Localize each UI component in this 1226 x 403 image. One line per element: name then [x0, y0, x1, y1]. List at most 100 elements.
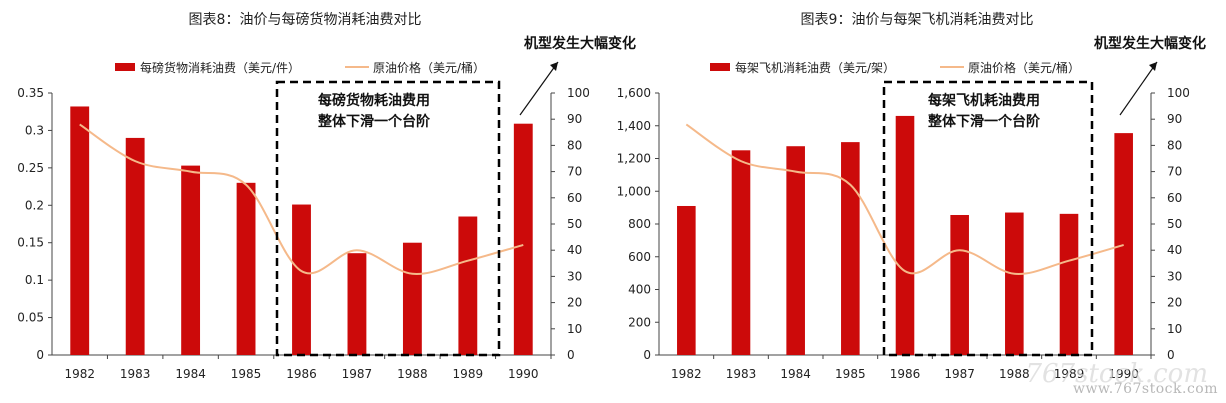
- y-tick-label-right: 100: [567, 86, 590, 100]
- annotation-arrow: [519, 61, 559, 116]
- annotation-box-text: 每架飞机耗油费用: [928, 92, 1040, 109]
- y-tick-label-right: 40: [567, 243, 582, 257]
- x-tick-label: 1986: [890, 367, 921, 381]
- y-tick-label-right: 90: [1167, 112, 1182, 126]
- y-tick-label-left: 400: [628, 283, 651, 297]
- y-tick-label-right: 30: [567, 269, 582, 283]
- annotation-box: [882, 80, 1094, 357]
- y-tick-label-left: 1,000: [617, 184, 651, 198]
- legend-bar-swatch: [115, 63, 135, 71]
- x-tick-label: 1987: [342, 367, 373, 381]
- x-tick-label: 1990: [508, 367, 539, 381]
- y-tick-label-left: 0.2: [25, 198, 44, 212]
- annotation-arrow-head: [1149, 62, 1157, 71]
- x-tick-label: 1984: [780, 367, 811, 381]
- x-tick-label: 1982: [64, 367, 95, 381]
- legend-bar-swatch: [710, 63, 730, 71]
- y-tick-label-left: 1,600: [617, 86, 651, 100]
- y-tick-label-right: 60: [567, 191, 582, 205]
- bar: [181, 165, 201, 355]
- y-tick-label-right: 50: [567, 217, 582, 231]
- bar: [841, 142, 860, 355]
- bar: [950, 214, 969, 355]
- x-tick-label: 1985: [231, 367, 262, 381]
- series-line-oil-price: [79, 123, 524, 275]
- bar: [236, 182, 256, 355]
- bar: [895, 115, 915, 355]
- x-tick-label: 1988: [999, 367, 1030, 381]
- y-tick-label-right: 50: [1167, 217, 1182, 231]
- legend-bar-label: 每磅货物消耗油费（美元/件）: [140, 60, 300, 75]
- y-tick-label-left: 0.1: [25, 273, 44, 287]
- x-tick-label: 1986: [286, 367, 317, 381]
- x-tick-label: 1983: [120, 367, 151, 381]
- x-tick-label: 1987: [944, 367, 975, 381]
- y-tick-label-right: 80: [1167, 138, 1182, 152]
- x-tick-label: 1989: [1054, 367, 1085, 381]
- bar: [677, 205, 696, 355]
- bar: [292, 204, 311, 355]
- y-tick-label-left: 200: [628, 315, 651, 329]
- y-tick-label-left: 0: [643, 348, 651, 362]
- y-tick-label-right: 70: [567, 165, 582, 179]
- series-line-oil-price: [685, 123, 1124, 275]
- y-tick-label-left: 0.25: [17, 161, 44, 175]
- x-tick-label: 1989: [453, 367, 484, 381]
- y-tick-label-left: 800: [628, 217, 651, 231]
- y-tick-label-right: 20: [567, 296, 582, 310]
- annotation-box-text: 整体下滑一个台阶: [927, 113, 1041, 130]
- x-tick-label: 1988: [397, 367, 428, 381]
- legend-line-label: 原油价格（美元/桶）: [968, 60, 1080, 75]
- bar: [1114, 133, 1133, 355]
- bar: [402, 242, 422, 355]
- y-tick-label-right: 0: [1167, 348, 1175, 362]
- x-tick-label: 1985: [835, 367, 866, 381]
- bar: [786, 146, 805, 355]
- bar: [458, 216, 478, 355]
- y-tick-label-right: 70: [1167, 165, 1182, 179]
- bar: [731, 150, 751, 355]
- bar: [70, 106, 90, 355]
- y-tick-label-left: 0.3: [25, 123, 44, 137]
- bar: [347, 253, 367, 355]
- annotation-box-text: 整体下滑一个台阶: [317, 113, 431, 130]
- bar: [513, 123, 533, 355]
- y-tick-label-right: 90: [567, 112, 582, 126]
- y-tick-label-left: 0: [36, 348, 44, 362]
- y-tick-label-left: 0.05: [17, 311, 44, 325]
- x-tick-label: 1982: [671, 367, 702, 381]
- y-tick-label-left: 0.15: [17, 236, 44, 250]
- legend-bar-label: 每架飞机消耗油费（美元/架）: [735, 60, 895, 75]
- bar: [1059, 213, 1079, 355]
- y-tick-label-right: 0: [567, 348, 575, 362]
- bar: [125, 137, 145, 355]
- watermark-logo: 767stock.com: [1025, 359, 1208, 389]
- y-tick-label-right: 80: [567, 138, 582, 152]
- x-tick-label: 1983: [726, 367, 757, 381]
- y-tick-label-right: 60: [1167, 191, 1182, 205]
- chart-panel-oil-cost-per-pound: 图表8：油价与每磅货物消耗油费对比 每磅货物消耗油费（美元/件） 原油价格（美元/桶…: [17, 11, 636, 381]
- y-tick-label-right: 10: [567, 322, 582, 336]
- annotation-arrow-text: 机型发生大幅变化: [524, 35, 636, 52]
- y-tick-label-right: 40: [1167, 243, 1182, 257]
- chart-panel-oil-cost-per-plane: 图表9：油价与每架飞机消耗油费对比每架飞机消耗油费（美元/架） 原油价格（美元/桶…: [613, 0, 1226, 403]
- legend-line-label: 原油价格（美元/桶）: [373, 60, 485, 75]
- y-tick-label-left: 0.35: [17, 86, 44, 100]
- y-tick-label-left: 1,200: [617, 152, 651, 166]
- bar: [1005, 212, 1024, 355]
- y-tick-label-right: 20: [1167, 296, 1182, 310]
- x-tick-label: 1990: [1108, 367, 1139, 381]
- watermark-url: www.767stock.com: [1072, 381, 1218, 397]
- chart-title: 图表9：油价与每架飞机消耗油费对比: [801, 12, 1034, 28]
- y-tick-label-right: 30: [1167, 269, 1182, 283]
- annotation-box: [275, 80, 501, 357]
- annotation-arrow-text: 机型发生大幅变化: [1094, 35, 1206, 52]
- annotation-box-text: 每磅货物耗油费用: [318, 92, 430, 109]
- y-tick-label-right: 100: [1167, 86, 1190, 100]
- y-tick-label-left: 1,400: [617, 119, 651, 133]
- y-tick-label-left: 600: [628, 250, 651, 264]
- x-tick-label: 1984: [175, 367, 206, 381]
- y-tick-label-right: 10: [1167, 322, 1182, 336]
